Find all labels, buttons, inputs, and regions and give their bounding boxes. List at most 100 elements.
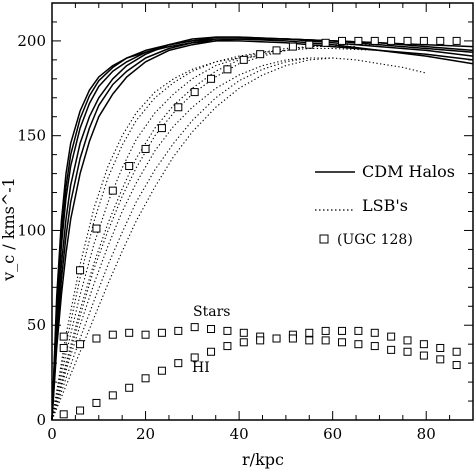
lsb-line	[51, 57, 310, 421]
ugc128-marker	[92, 224, 101, 233]
ugc128-marker	[288, 42, 297, 51]
hi-marker	[92, 398, 101, 407]
ugc128-marker	[207, 74, 216, 83]
hi-marker	[403, 347, 412, 356]
hi-marker	[174, 359, 183, 368]
stars-marker	[223, 326, 232, 335]
hi-marker	[157, 366, 166, 375]
ugc128-marker	[338, 36, 347, 45]
lsb-curves	[51, 44, 474, 421]
x-axis-label: r/kpc	[242, 450, 284, 469]
ugc128-marker	[108, 186, 117, 195]
stars-marker	[338, 326, 347, 335]
hi-marker	[370, 342, 379, 351]
ugc128-marker	[125, 162, 134, 171]
lsb-line	[51, 46, 357, 421]
y-axis-label: v_c / kms^-1	[0, 177, 18, 282]
stars-marker	[125, 328, 134, 337]
stars-marker	[207, 325, 216, 334]
ugc128-marker	[419, 36, 428, 45]
y-tick-label: 100	[17, 221, 46, 239]
stars-marker	[403, 336, 412, 345]
ugc128-marker	[305, 40, 314, 49]
ugc128-marker	[452, 36, 461, 45]
x-tick-label: 20	[136, 425, 155, 443]
y-tick-label: 200	[17, 32, 46, 50]
stars-marker	[370, 328, 379, 337]
ugc128-marker	[76, 266, 85, 275]
axis-ticks	[51, 2, 474, 421]
lsb-line	[51, 44, 474, 421]
stars-marker	[141, 330, 150, 339]
hi-marker	[108, 391, 117, 400]
ugc128-marker	[354, 36, 363, 45]
ugc128-marker	[370, 36, 379, 45]
hi-marker	[387, 345, 396, 354]
hi-marker	[239, 338, 248, 347]
cdm-halo-line	[51, 40, 474, 421]
annotation-hi: HI	[192, 360, 210, 376]
lsb-line	[51, 49, 286, 421]
ugc128-marker	[174, 103, 183, 112]
hi-marker	[436, 355, 445, 364]
x-tick-label: 40	[230, 425, 249, 443]
stars-marker	[452, 347, 461, 356]
hi-marker	[141, 374, 150, 383]
ugc128-marker	[256, 50, 265, 59]
hi-marker	[321, 336, 330, 345]
plot-area	[51, 36, 474, 421]
y-tick-label: 150	[17, 127, 46, 145]
ugc128-marker	[403, 36, 412, 45]
y-tick-label: 50	[27, 316, 46, 334]
hi-marker	[125, 383, 134, 392]
legend-marker-ugc128	[319, 234, 329, 244]
hi-marker	[354, 340, 363, 349]
ugc128-marker	[436, 36, 445, 45]
stars-marker	[76, 340, 85, 349]
hi-marker	[190, 353, 199, 362]
stars-marker	[305, 328, 314, 337]
stars-marker	[239, 328, 248, 337]
ugc128-marker	[239, 55, 248, 64]
legend-label-ugc128: (UGC 128)	[337, 232, 413, 248]
stars-marker	[92, 334, 101, 343]
hi-marker	[288, 334, 297, 343]
legend: CDM Halos LSB's (UGC 128)	[315, 162, 455, 248]
data-markers	[59, 36, 461, 419]
legend-label-cdm: CDM Halos	[362, 162, 455, 181]
stars-marker	[436, 343, 445, 352]
stars-marker	[157, 328, 166, 337]
annotation-stars: Stars	[193, 304, 230, 320]
hi-marker	[256, 336, 265, 345]
x-tick-label: 0	[47, 425, 57, 443]
stars-marker	[108, 330, 117, 339]
ugc128-marker	[387, 36, 396, 45]
legend-label-lsb: LSB's	[362, 196, 408, 215]
y-tick-label: 0	[36, 411, 46, 429]
hi-marker	[338, 338, 347, 347]
hi-marker	[223, 342, 232, 351]
tick-labels: 0 20 40 60 80 0 50 100 150 200	[17, 32, 435, 443]
cdm-halo-line	[51, 36, 474, 421]
hi-marker	[419, 351, 428, 360]
hi-marker	[76, 406, 85, 415]
stars-marker	[174, 326, 183, 335]
hi-marker	[452, 361, 461, 370]
hi-marker	[207, 347, 216, 356]
ugc128-marker	[223, 65, 232, 74]
x-tick-label: 80	[417, 425, 436, 443]
stars-marker	[419, 340, 428, 349]
cdm-halo-line	[51, 36, 474, 421]
ugc128-marker	[272, 46, 281, 55]
ugc128-marker	[141, 144, 150, 153]
cdm-halo-curves	[51, 36, 474, 421]
stars-marker	[190, 323, 199, 332]
ugc128-marker	[190, 88, 199, 97]
stars-marker	[59, 343, 68, 352]
ugc128-marker	[321, 38, 330, 47]
hi-marker	[272, 334, 281, 343]
hi-marker	[59, 410, 68, 419]
lsb-line	[51, 47, 380, 421]
ugc128-marker	[157, 124, 166, 133]
